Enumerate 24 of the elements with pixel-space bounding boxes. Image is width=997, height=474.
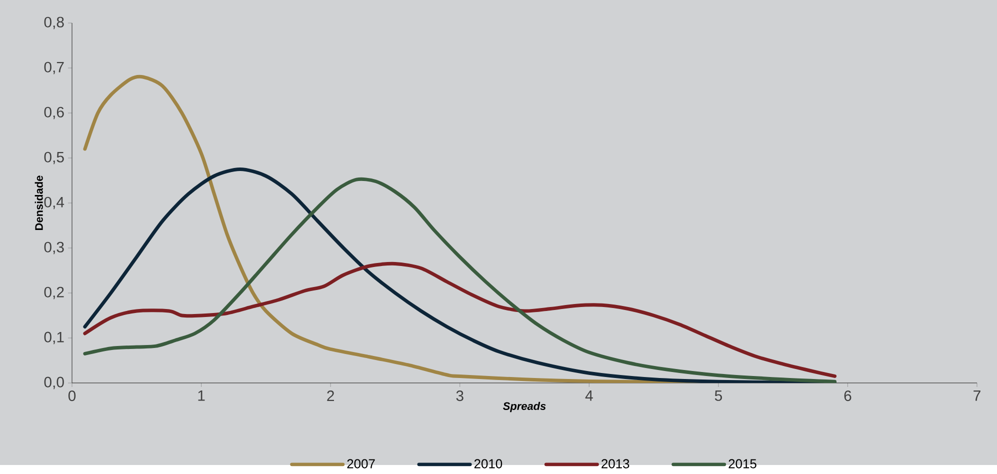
y-tick-label: 0,3 — [44, 242, 64, 254]
x-tick-label: 0 — [68, 390, 76, 402]
legend-label: 2013 — [602, 459, 630, 468]
y-tick-label: 0,0 — [44, 376, 64, 390]
y-tick-label: 0,2 — [44, 286, 64, 300]
legend-label: 2015 — [728, 459, 756, 468]
y-tick-label: 0,7 — [44, 62, 64, 74]
legend-label: 2010 — [474, 459, 502, 468]
y-tick-label: 0,5 — [44, 152, 64, 164]
x-tick-label: 1 — [198, 390, 205, 401]
x-tick-label: 6 — [844, 390, 852, 402]
y-axis-title: Densidade — [34, 176, 43, 230]
y-tick-label: 0,8 — [44, 16, 64, 30]
x-tick-label: 2 — [327, 390, 334, 402]
x-tick-label: 3 — [456, 390, 464, 402]
x-tick-label: 4 — [585, 390, 593, 401]
y-tick-label: 0,1 — [44, 332, 64, 344]
legend-label: 2007 — [347, 459, 375, 468]
x-tick-label: 5 — [714, 390, 722, 402]
x-tick-label: 7 — [974, 390, 980, 401]
y-tick-label: 0,4 — [44, 196, 64, 210]
x-axis-title: Spreads — [503, 402, 546, 412]
y-tick-label: 0,6 — [44, 106, 64, 120]
line-series — [83, 262, 837, 378]
